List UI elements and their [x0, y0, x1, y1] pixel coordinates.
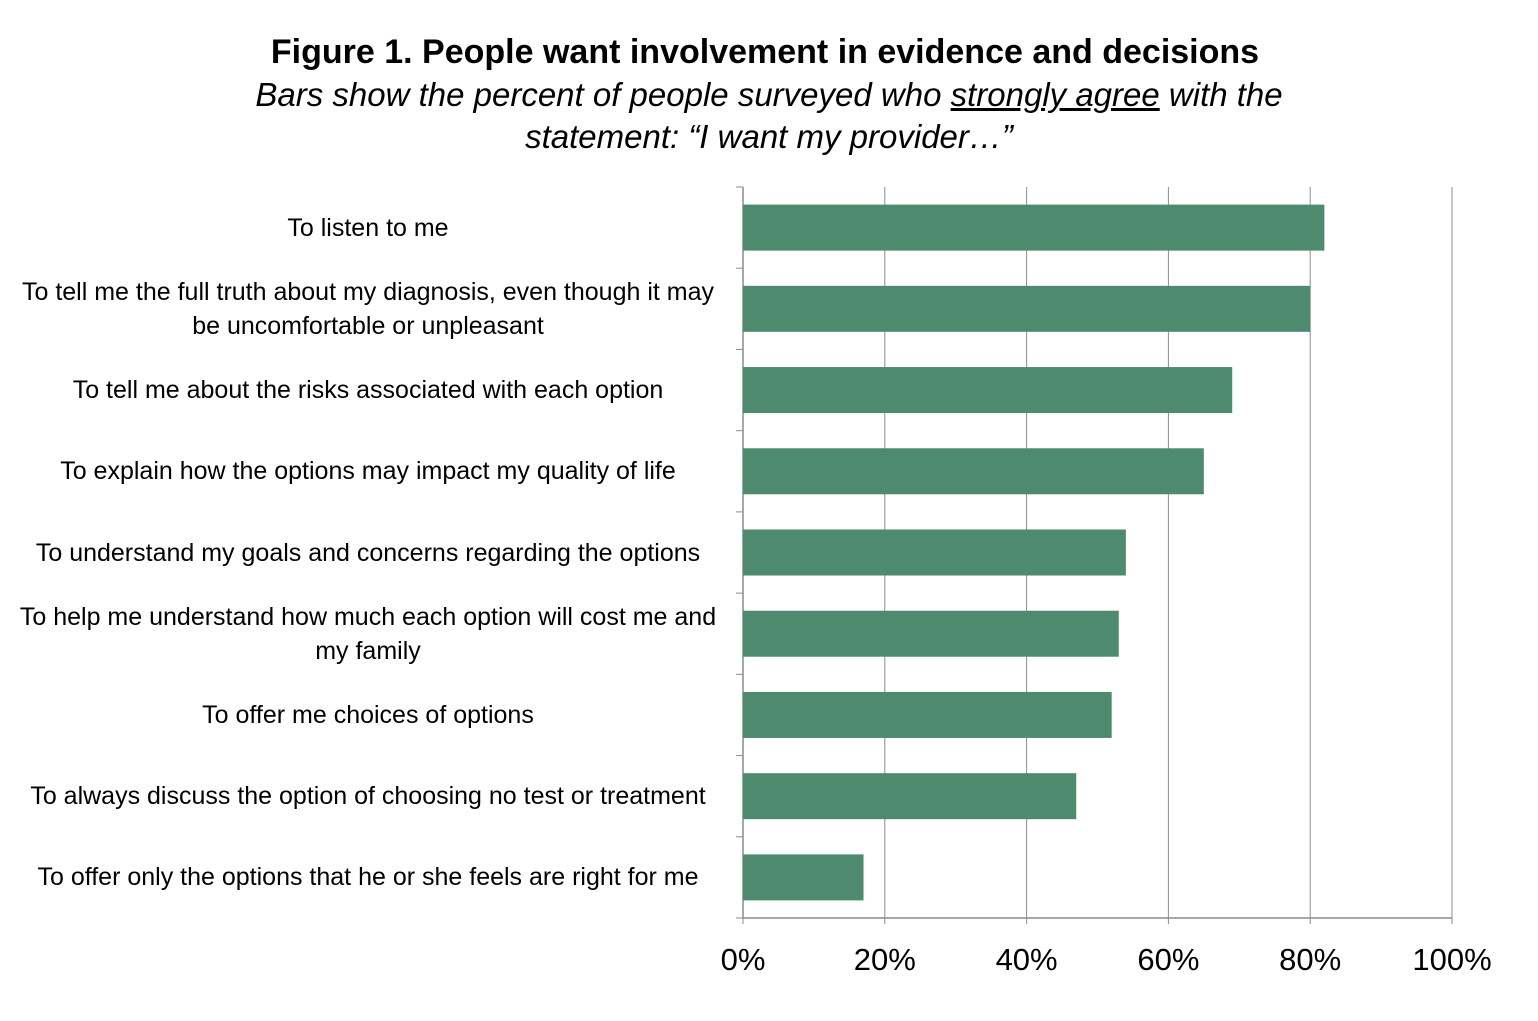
chart-subtitle-line-2: statement: “I want my provider…”: [525, 118, 1013, 155]
category-label: To help me understand how much each opti…: [19, 602, 717, 665]
bar: [743, 204, 1325, 251]
category-labels: To listen to me To tell me the full truth…: [0, 0, 730, 1021]
x-tick-label: 80%: [1279, 942, 1341, 977]
chart-subtitle: Bars show the percent of people surveyed…: [0, 74, 1538, 158]
x-tick-label: 40%: [996, 942, 1058, 977]
bar: [743, 773, 1077, 820]
category-label: To tell me the full truth about my diagn…: [21, 277, 715, 340]
category-label: To explain how the options may impact my…: [60, 457, 676, 486]
subtitle-emphasis: strongly agree: [950, 76, 1160, 113]
x-tick-label: 100%: [1412, 942, 1491, 977]
chart-title: Figure 1. People want involvement in evi…: [270, 33, 1260, 71]
x-tick-label: 0%: [721, 942, 766, 977]
bar: [743, 691, 1112, 738]
bar: [743, 854, 864, 901]
category-label: To listen to me: [287, 213, 449, 242]
chart-subtitle-line-1: Bars show the percent of people surveyed…: [0, 74, 1538, 116]
bar: [743, 285, 1311, 332]
category-label: To always discuss the option of choosing…: [30, 782, 706, 811]
category-label: To understand my goals and concerns rega…: [35, 538, 701, 567]
x-tick-label: 60%: [1137, 942, 1199, 977]
category-label: To tell me about the risks associated wi…: [72, 376, 664, 405]
category-label: To offer only the options that he or she…: [37, 863, 699, 892]
bar: [743, 529, 1126, 576]
category-label: To offer me choices of options: [202, 700, 534, 729]
bar: [743, 610, 1119, 657]
subtitle-text-pre: Bars show the percent of people surveyed…: [255, 76, 951, 113]
bar: [743, 367, 1233, 414]
chart-header: Figure 1. People want involvement in evi…: [0, 30, 1538, 158]
subtitle-text-post: with the: [1159, 76, 1283, 113]
bar: [743, 448, 1204, 495]
x-tick-label: 20%: [854, 942, 916, 977]
